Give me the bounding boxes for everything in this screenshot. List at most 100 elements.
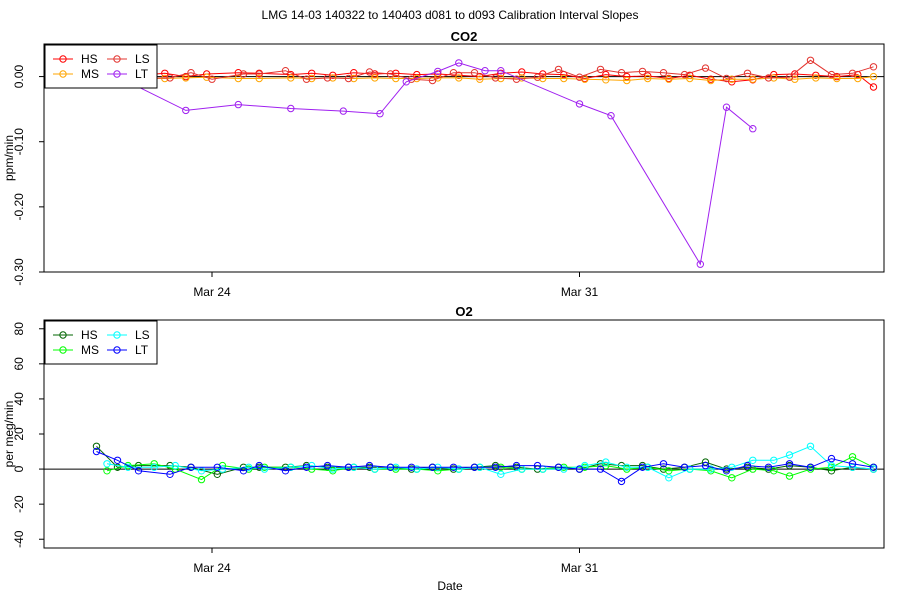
- o2-point-lt-28: [701, 461, 710, 470]
- o2-point-lt-7: [255, 461, 263, 470]
- co2-point-ls-18: [491, 74, 500, 82]
- co2-point-ms-20: [560, 74, 568, 83]
- o2-point-lt-36: [869, 463, 878, 471]
- o2-x-tick-label-1: Mar 31: [561, 561, 599, 575]
- co2-legend-marker-lt: [113, 70, 121, 78]
- o2-point-lt-22: [575, 465, 584, 473]
- o2-point-ls-21: [560, 465, 568, 473]
- co2-point-lt-9: [455, 59, 463, 67]
- co2-point-lt-13: [607, 112, 615, 120]
- o2-y-tick-label-1: 60: [12, 357, 26, 371]
- co2-legend-box: [44, 44, 158, 89]
- o2-point-ms-32: [785, 472, 794, 480]
- co2-point-lt-2: [182, 106, 190, 115]
- o2-legend-marker-ms: [59, 346, 67, 354]
- o2-legend-marker-ls: [113, 331, 121, 339]
- co2-point-ls-29: [722, 74, 731, 83]
- figure-title: LMG 14-03 140322 to 140403 d081 to d093 …: [262, 8, 639, 22]
- o2-point-lt-31: [764, 463, 773, 471]
- o2-point-ls-9: [308, 461, 316, 470]
- o2-point-lt-1: [113, 456, 122, 464]
- co2-point-ls-26: [659, 69, 668, 77]
- o2-point-lt-15: [428, 463, 437, 471]
- o2-point-lt-32: [785, 460, 794, 468]
- co2-point-ms-11: [371, 74, 379, 82]
- o2-point-ms-26: [665, 467, 673, 475]
- co2-point-hs-17: [476, 72, 484, 81]
- co2-point-lt-14: [696, 260, 704, 268]
- o2-point-ms-4: [197, 475, 206, 484]
- co2-panel: CO2 0.00 -0.10 -0.20 -0.30 Mar 24 Mar 31 ppm…: [2, 29, 885, 299]
- o2-series-ls: [103, 442, 878, 482]
- o2-legend-label-lt: LT: [135, 343, 149, 357]
- o2-point-ms-0: [103, 467, 111, 475]
- co2-point-ls-10: [323, 74, 332, 82]
- co2-point-lt-4: [287, 104, 295, 113]
- co2-point-hs-19: [518, 68, 526, 76]
- co2-point-ls-27: [680, 70, 689, 79]
- o2-legend-marker-lt: [113, 346, 121, 354]
- o2-point-ls-7: [260, 465, 269, 473]
- o2-point-ls-26: [665, 474, 673, 482]
- o2-point-ls-18: [497, 470, 505, 478]
- o2-point-lt-33: [806, 463, 815, 471]
- co2-point-ms-7: [287, 74, 295, 82]
- o2-point-lt-34: [827, 454, 836, 463]
- co2-point-hs-11: [350, 69, 358, 77]
- o2-point-ls-31: [770, 456, 778, 464]
- co2-point-ms-29: [749, 75, 757, 83]
- o2-point-ls-23: [602, 458, 610, 466]
- o2-point-ls-34: [827, 461, 836, 470]
- o2-point-hs-0: [92, 442, 101, 450]
- o2-point-lt-18: [491, 463, 500, 471]
- co2-point-ls-12: [365, 68, 374, 76]
- co2-point-lt-12: [575, 100, 584, 108]
- o2-series-lt-line: [96, 451, 874, 482]
- co2-point-ls-21: [554, 65, 563, 74]
- o2-legend-box: [44, 320, 158, 365]
- co2-point-hs-33: [812, 71, 820, 80]
- co2-point-ms-32: [812, 74, 820, 82]
- o2-legend-marker-hs: [59, 331, 67, 339]
- co2-series-ls: [92, 55, 878, 85]
- o2-y-axis: 80 60 40 20 0 -20 -40: [12, 322, 44, 548]
- co2-point-hs-15: [434, 70, 442, 78]
- co2-legend-label-hs: HS: [81, 52, 98, 66]
- o2-point-lt-8: [281, 467, 290, 475]
- co2-point-ls-34: [827, 70, 836, 79]
- o2-plot-frame: [43, 319, 885, 549]
- o2-y-tick-label-3: 20: [12, 427, 26, 441]
- o2-legend-label-hs: HS: [81, 328, 98, 342]
- o2-x-tick-label-0: Mar 24: [193, 561, 231, 575]
- o2-point-ls-27: [686, 465, 694, 473]
- co2-point-lt-15: [722, 103, 731, 111]
- o2-point-ms-29: [728, 474, 736, 482]
- o2-point-ls-33: [806, 442, 815, 450]
- o2-point-ls-32: [785, 451, 794, 459]
- o2-point-ms-35: [848, 453, 857, 461]
- o2-point-ls-3: [171, 461, 180, 470]
- co2-point-ls-22: [575, 73, 584, 81]
- co2-point-ls-33: [806, 56, 815, 64]
- o2-legend-label-ms: MS: [81, 343, 99, 357]
- co2-series-ls-line: [96, 58, 874, 82]
- co2-y-tick-label-2: -0.20: [12, 193, 26, 221]
- co2-y-axis: 0.00 -0.10 -0.20 -0.30: [12, 65, 44, 286]
- co2-point-ls-35: [848, 69, 857, 78]
- co2-series-layer: [92, 55, 878, 268]
- co2-point-ls-11: [344, 74, 353, 83]
- o2-x-axis: Mar 24 Mar 31: [193, 548, 598, 575]
- co2-x-tick-label-1: Mar 31: [561, 285, 599, 299]
- o2-point-lt-25: [638, 463, 647, 471]
- o2-point-lt-2: [134, 467, 143, 475]
- co2-point-ms-28: [728, 75, 736, 83]
- co2-point-hs-36: [869, 83, 878, 91]
- co2-point-ls-15: [428, 76, 437, 85]
- co2-point-lt-16: [749, 125, 757, 133]
- co2-point-ms-16: [476, 75, 484, 83]
- co2-x-tick-label-0: Mar 24: [193, 285, 231, 299]
- o2-point-lt-16: [449, 463, 458, 471]
- o2-point-lt-12: [365, 461, 374, 470]
